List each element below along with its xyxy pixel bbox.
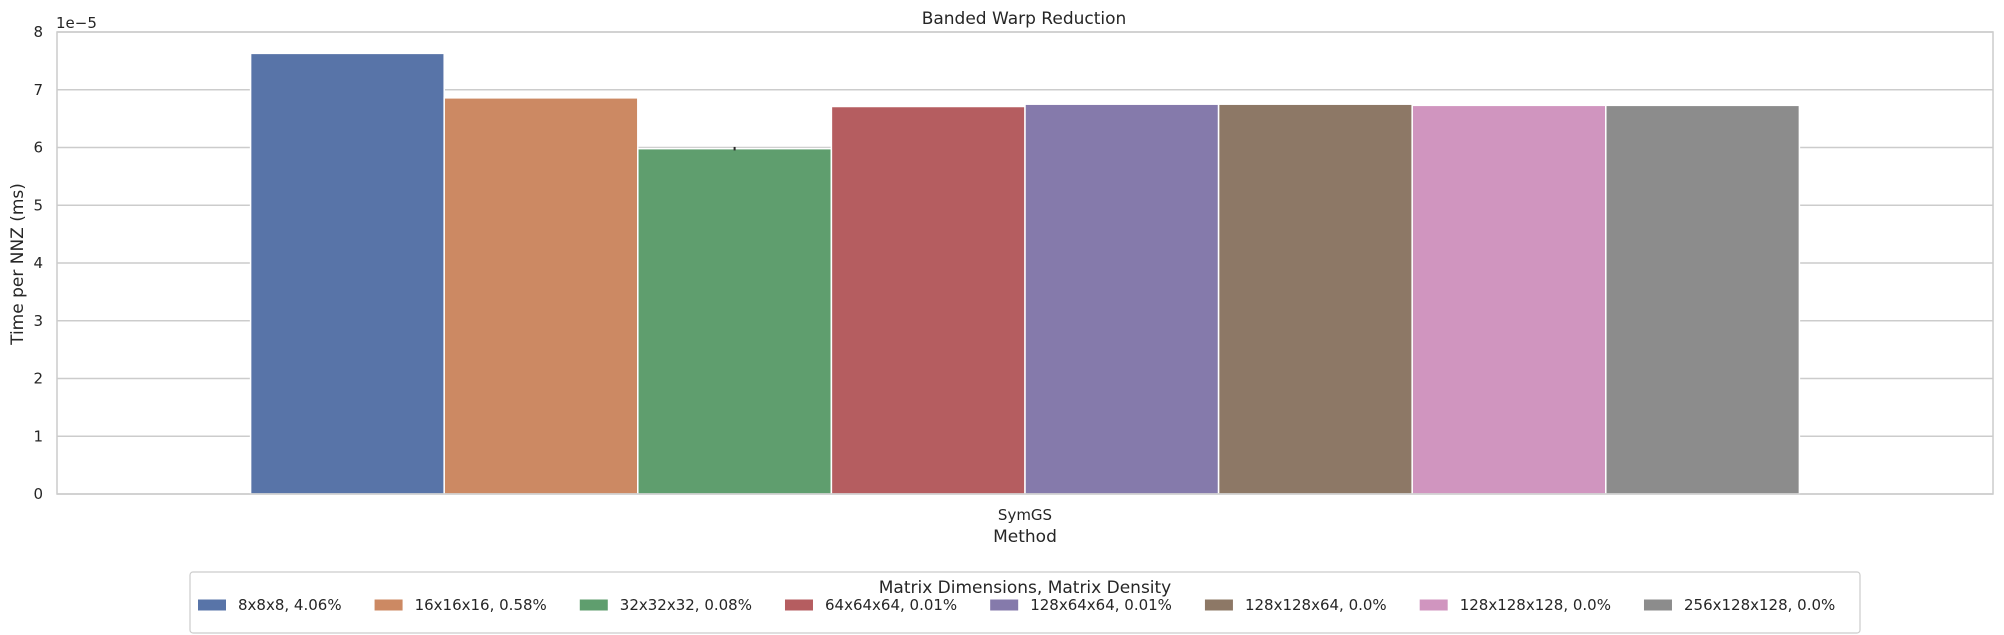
legend-swatch: [579, 599, 608, 611]
y-tick-label: 3: [33, 312, 43, 330]
bar: [1217, 103, 1413, 495]
x-axis-label: Method: [993, 527, 1057, 547]
legend-label: 64x64x64, 0.01%: [825, 596, 957, 614]
plot-frame: [56, 31, 1994, 495]
legend-swatch: [990, 599, 1019, 611]
legend-label: 128x64x64, 0.01%: [1030, 596, 1172, 614]
y-offset-label: 1e−5: [56, 14, 97, 32]
legend-title: Matrix Dimensions, Matrix Density: [879, 578, 1172, 598]
legend-label: 128x128x64, 0.0%: [1245, 596, 1387, 614]
x-tick-label: SymGS: [998, 506, 1052, 524]
legend-label: 32x32x32, 0.08%: [620, 596, 752, 614]
bar: [1605, 104, 1801, 495]
x-tick-labels: SymGS: [998, 506, 1052, 524]
legend: Matrix Dimensions, Matrix Density 8x8x8,…: [189, 571, 1861, 634]
y-tick-label: 4: [33, 254, 43, 272]
bar: [249, 52, 445, 495]
y-tick-label: 6: [33, 139, 43, 157]
legend-swatch: [1204, 599, 1233, 611]
y-tick-label: 5: [33, 196, 43, 214]
legend-swatch: [374, 599, 403, 611]
legend-label: 16x16x16, 0.58%: [415, 596, 547, 614]
legend-swatch: [1419, 599, 1448, 611]
legend-label: 8x8x8, 4.06%: [238, 596, 342, 614]
y-tick-label: 7: [33, 81, 43, 99]
bar: [637, 147, 833, 495]
legend-items: 8x8x8, 4.06% 16x16x16, 0.58% 32x32x32, 0.0…: [198, 596, 1835, 614]
bar: [1024, 103, 1220, 495]
chart-title: Banded Warp Reduction: [922, 9, 1127, 29]
legend-frame: [189, 571, 1861, 634]
bar: [443, 97, 639, 495]
bar: [1411, 104, 1607, 495]
legend-swatch: [1643, 599, 1672, 611]
legend-swatch: [784, 599, 813, 611]
y-tick-label: 1: [33, 427, 43, 445]
bar: [830, 105, 1026, 495]
bars: [249, 52, 1801, 495]
y-tick-label: 8: [33, 23, 43, 41]
y-tick-label: 0: [33, 485, 43, 503]
y-axis-label: Time per NNZ (ms): [8, 183, 28, 346]
legend-label: 256x128x128, 0.0%: [1684, 596, 1835, 614]
y-tick-label: 2: [33, 370, 43, 388]
legend-label: 128x128x128, 0.0%: [1460, 596, 1611, 614]
y-tick-labels: 0 1 2 3 4 5 6 7 8: [33, 23, 43, 503]
legend-swatch: [198, 599, 226, 611]
